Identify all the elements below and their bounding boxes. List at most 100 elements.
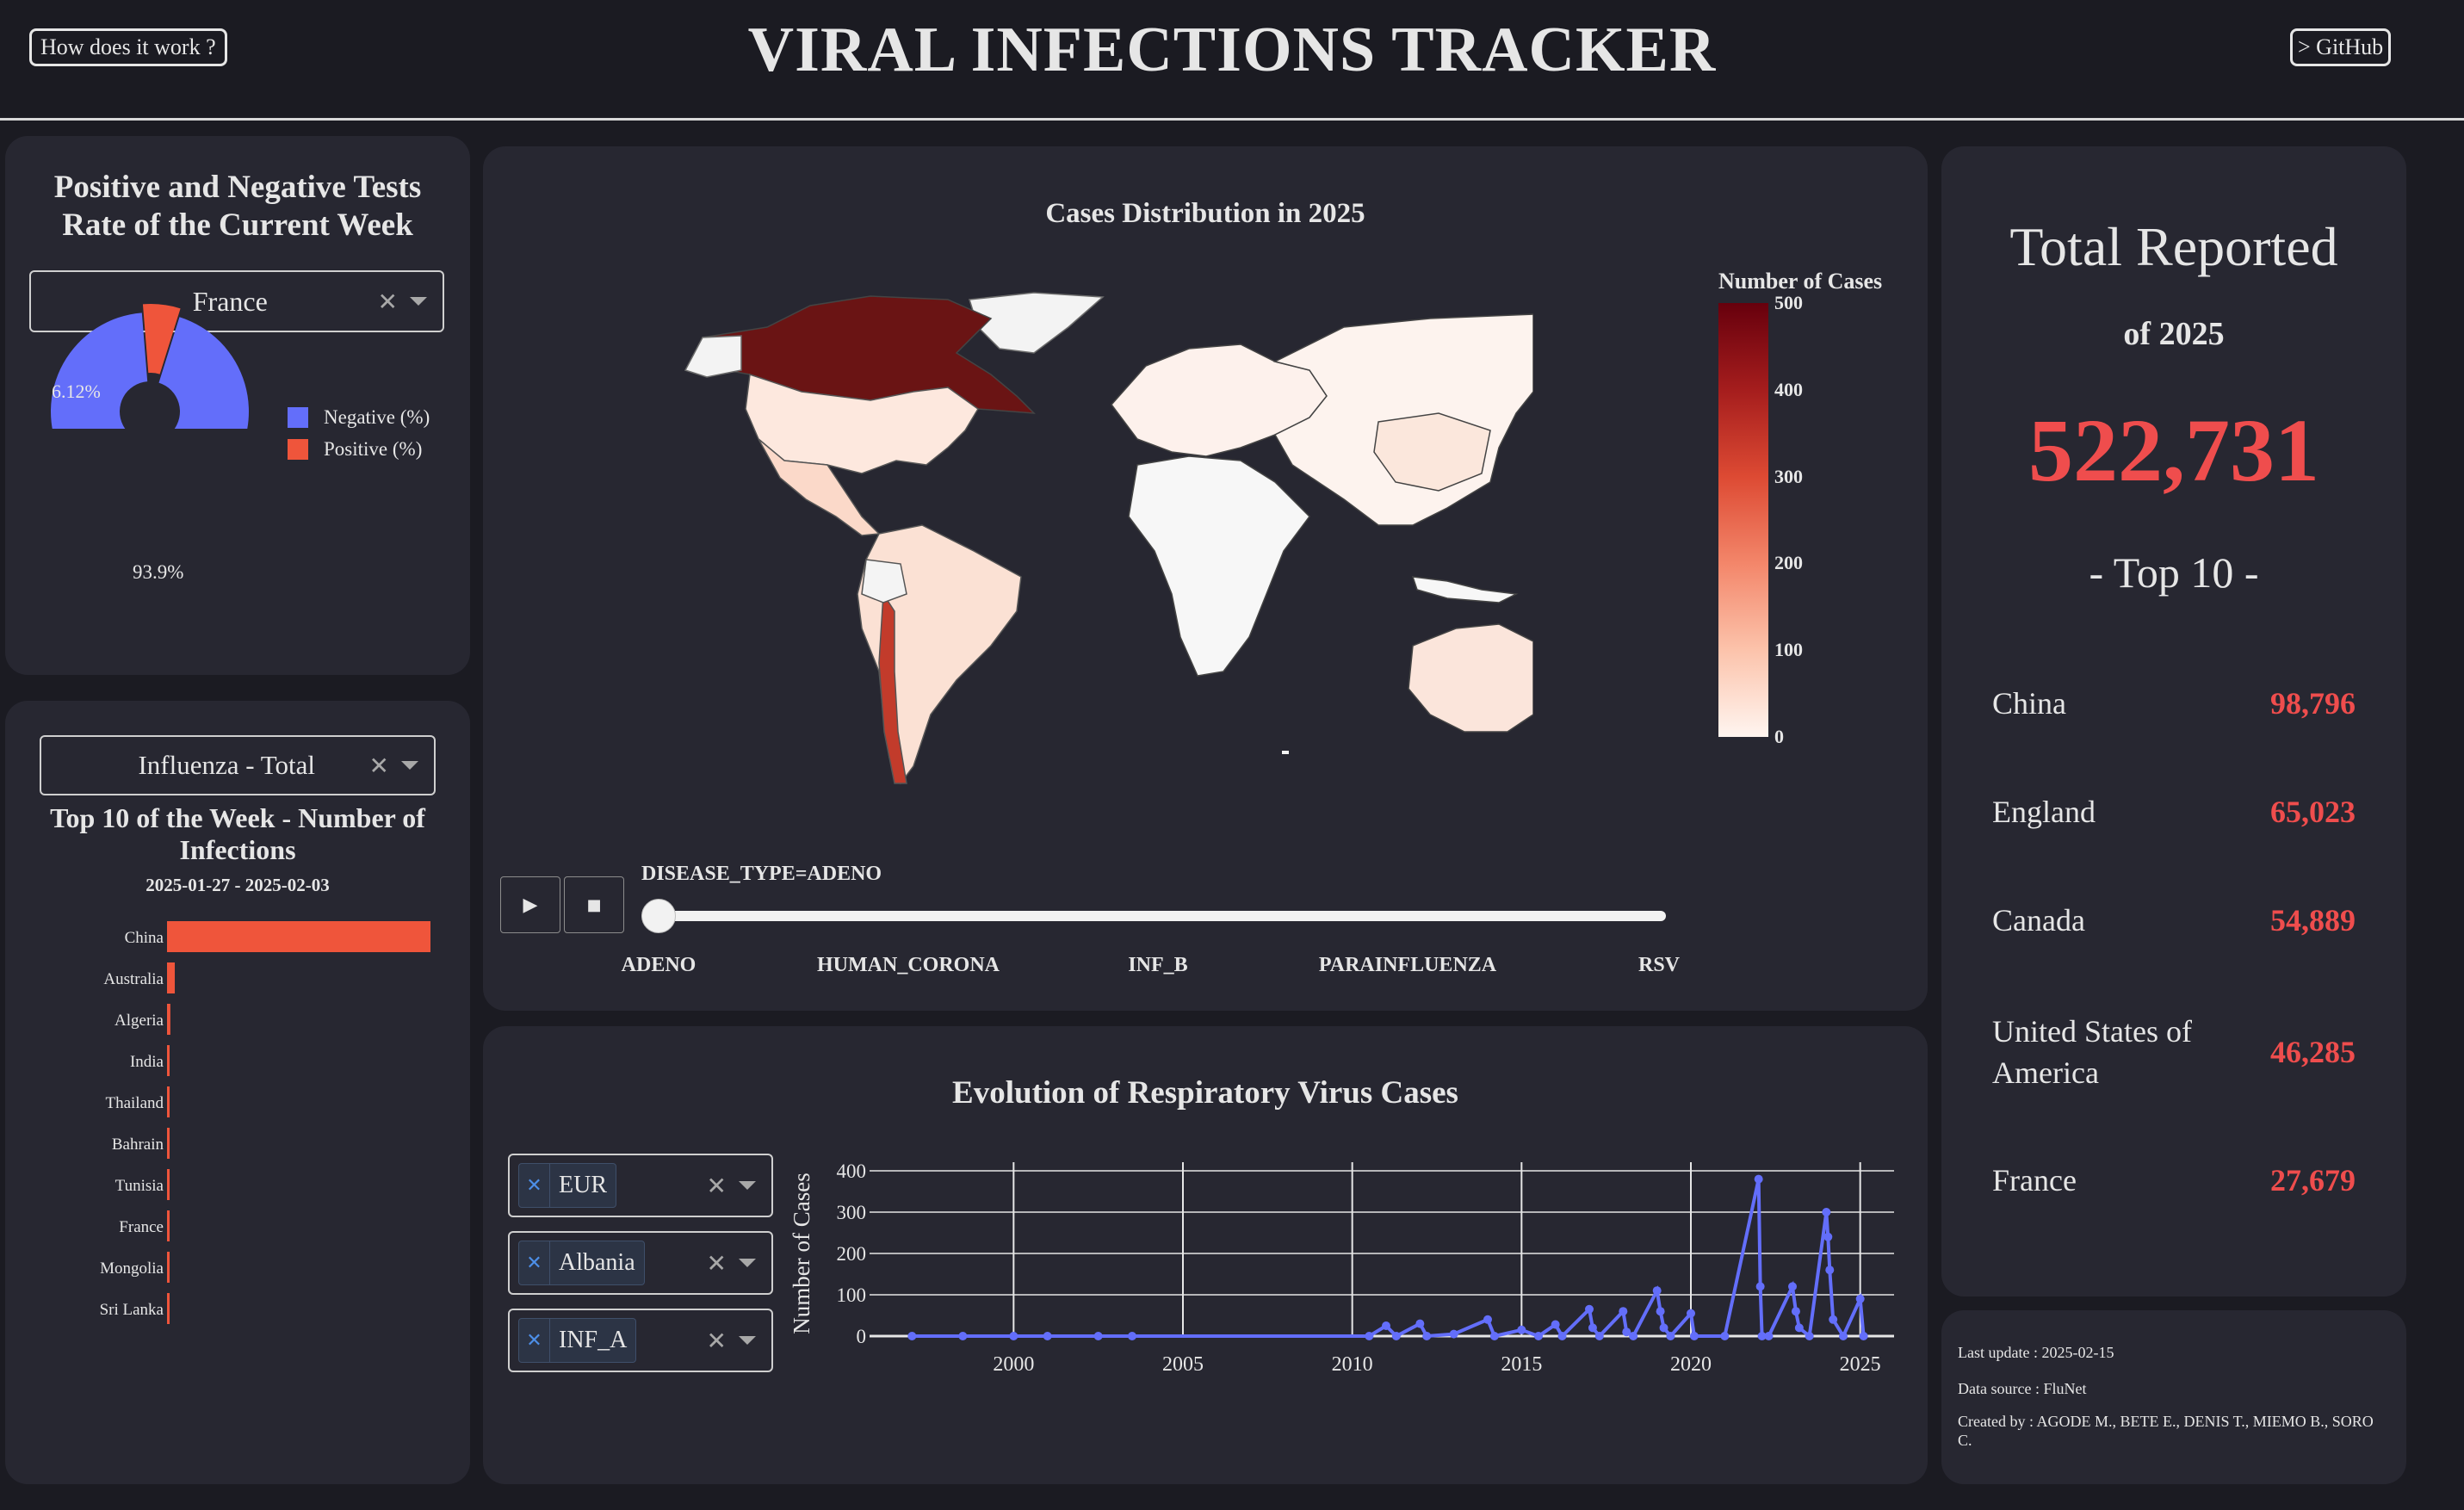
data-point[interactable] — [1629, 1332, 1638, 1340]
remove-tag-icon[interactable]: ✕ — [519, 1319, 550, 1362]
tests-rate-card: Positive and Negative Tests Rate of the … — [5, 136, 470, 675]
chevron-down-icon[interactable] — [410, 297, 427, 306]
country-dropdown[interactable]: France ✕ — [29, 270, 444, 332]
clear-icon[interactable]: ✕ — [377, 287, 398, 316]
bar-china[interactable] — [167, 921, 430, 952]
data-point[interactable] — [1365, 1332, 1374, 1340]
y-axis-label: Number of Cases — [789, 1173, 814, 1334]
data-point[interactable] — [1788, 1282, 1797, 1291]
data-point[interactable] — [1483, 1315, 1492, 1324]
bar-sri-lanka[interactable] — [167, 1293, 170, 1324]
virus-dropdown[interactable]: Influenza - Total ✕ — [40, 735, 436, 795]
remove-tag-icon[interactable]: ✕ — [519, 1164, 550, 1207]
chevron-down-icon[interactable] — [739, 1336, 756, 1345]
data-point[interactable] — [1588, 1323, 1597, 1333]
play-button[interactable]: ▶ — [500, 876, 560, 933]
evolution-line-chart[interactable]: 2000 2005 2010 2015 2020 2025 0 100 200 300 400 Num… — [775, 1145, 1911, 1395]
colorbar — [1718, 303, 1768, 737]
data-point[interactable] — [1839, 1332, 1848, 1340]
clear-icon[interactable]: ✕ — [706, 1171, 727, 1200]
bar-india[interactable] — [167, 1045, 170, 1076]
data-point[interactable] — [1489, 1332, 1499, 1340]
data-point[interactable] — [1382, 1321, 1390, 1330]
data-point[interactable] — [1794, 1323, 1804, 1333]
data-point[interactable] — [1687, 1309, 1695, 1318]
clear-icon[interactable]: ✕ — [706, 1248, 727, 1278]
data-point[interactable] — [1666, 1332, 1675, 1340]
bar-australia[interactable] — [167, 962, 176, 993]
data-point[interactable] — [1805, 1332, 1814, 1340]
clear-icon[interactable]: ✕ — [368, 751, 389, 780]
data-point[interactable] — [1093, 1332, 1103, 1340]
legend-positive[interactable]: Positive (%) — [288, 438, 422, 461]
data-point[interactable] — [1855, 1294, 1865, 1303]
data-point[interactable] — [1594, 1332, 1604, 1340]
clear-icon[interactable]: ✕ — [706, 1326, 727, 1355]
data-point[interactable] — [1422, 1332, 1432, 1340]
data-point[interactable] — [1622, 1327, 1631, 1337]
chevron-down-icon[interactable] — [739, 1259, 756, 1267]
data-point[interactable] — [1551, 1320, 1560, 1329]
country-dropdown-value: France — [192, 285, 268, 317]
bar-thailand[interactable] — [167, 1086, 170, 1117]
data-point[interactable] — [1689, 1332, 1699, 1340]
bar-bahrain[interactable] — [167, 1128, 170, 1159]
github-button[interactable]: > GitHub — [2290, 28, 2392, 66]
pie-slice-positive[interactable] — [142, 304, 181, 374]
slider-step[interactable]: PARAINFLUENZA — [1318, 954, 1497, 976]
data-point[interactable] — [1755, 1282, 1765, 1291]
data-point[interactable] — [1859, 1332, 1868, 1340]
data-point[interactable] — [1449, 1329, 1458, 1339]
data-point[interactable] — [907, 1332, 917, 1340]
data-point[interactable] — [1415, 1319, 1425, 1328]
data-point[interactable] — [1043, 1332, 1052, 1340]
data-point[interactable] — [1754, 1174, 1763, 1184]
data-point[interactable] — [1757, 1332, 1767, 1340]
data-point[interactable] — [1585, 1304, 1594, 1314]
pie-slice-negative[interactable] — [51, 313, 249, 429]
chevron-down-icon[interactable] — [401, 761, 418, 770]
virus-multiselect[interactable]: ✕ INF_A ✕ — [508, 1309, 773, 1372]
data-point[interactable] — [958, 1332, 968, 1340]
data-point[interactable] — [1619, 1307, 1628, 1316]
data-point[interactable] — [1659, 1323, 1668, 1333]
how-it-works-button[interactable]: How does it work ? — [29, 28, 227, 66]
data-point[interactable] — [1009, 1332, 1018, 1340]
bar-mongolia[interactable] — [167, 1252, 170, 1283]
country-multiselect[interactable]: ✕ Albania ✕ — [508, 1231, 773, 1295]
world-map[interactable] — [586, 267, 1533, 801]
legend-negative[interactable]: Negative (%) — [288, 406, 430, 429]
data-point[interactable] — [1829, 1315, 1838, 1324]
data-point[interactable] — [1791, 1307, 1800, 1316]
data-point[interactable] — [1128, 1332, 1136, 1340]
data-point[interactable] — [1720, 1332, 1730, 1340]
slider-track[interactable] — [641, 911, 1666, 921]
slider-step[interactable]: HUMAN_CORONA — [817, 954, 1000, 976]
stop-button[interactable]: ■ — [564, 876, 624, 933]
series-line[interactable] — [912, 1179, 1866, 1340]
map-region-china — [1373, 412, 1491, 492]
bar-algeria[interactable] — [167, 1004, 170, 1035]
data-point[interactable] — [1391, 1332, 1401, 1340]
chevron-down-icon[interactable] — [739, 1181, 756, 1190]
region-multiselect[interactable]: ✕ EUR ✕ — [508, 1154, 773, 1217]
data-point[interactable] — [1656, 1307, 1665, 1316]
data-point[interactable] — [1764, 1332, 1774, 1340]
data-point[interactable] — [1822, 1208, 1831, 1216]
data-point[interactable] — [1534, 1332, 1543, 1340]
date-range: 2025-01-27 - 2025-02-03 — [145, 875, 330, 895]
slider-step[interactable]: ADENO — [621, 954, 696, 976]
data-point[interactable] — [1652, 1286, 1662, 1296]
data-point[interactable] — [1823, 1232, 1833, 1241]
slider-handle[interactable] — [641, 899, 676, 933]
slider-step[interactable]: RSV — [1638, 954, 1681, 976]
bar-france[interactable] — [167, 1210, 170, 1241]
data-point[interactable] — [1557, 1332, 1567, 1340]
slider-label: DISEASE_TYPE=ADENO — [641, 863, 882, 885]
remove-tag-icon[interactable]: ✕ — [519, 1241, 550, 1284]
bar-tunisia[interactable] — [167, 1169, 170, 1200]
top10-label: - Top 10 - — [2089, 548, 2259, 597]
data-point[interactable] — [1517, 1325, 1526, 1334]
data-point[interactable] — [1825, 1266, 1835, 1275]
slider-step[interactable]: INF_B — [1128, 954, 1188, 976]
